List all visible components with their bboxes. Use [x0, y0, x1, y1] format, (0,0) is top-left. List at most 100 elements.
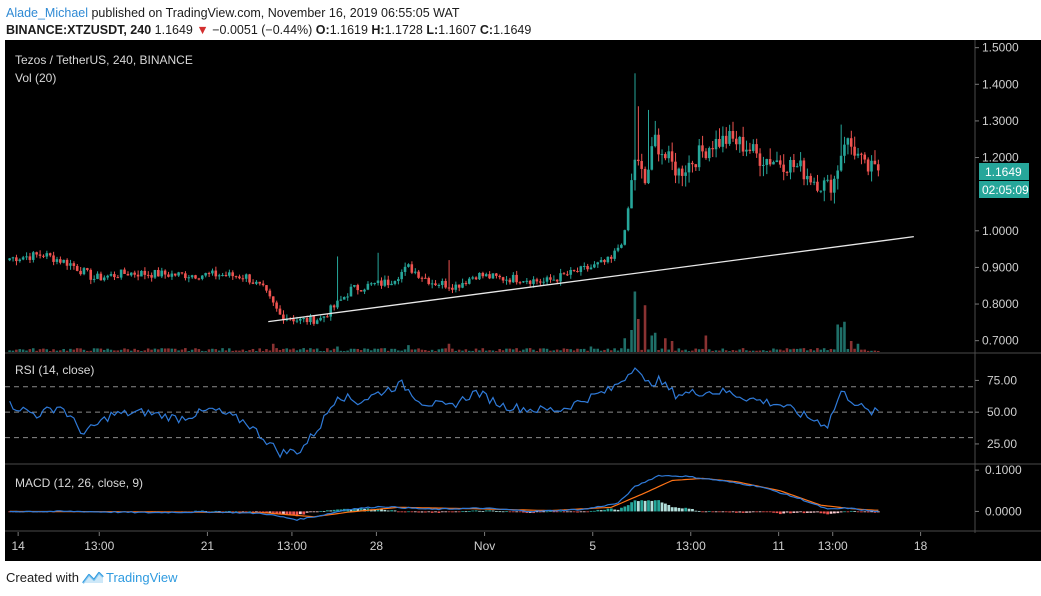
- volume-bar: [312, 349, 316, 352]
- candle-body: [873, 160, 877, 165]
- macd-histogram-bar: [721, 511, 725, 513]
- macd-histogram-bar: [741, 511, 745, 513]
- candle-body: [217, 275, 221, 277]
- low-label: L:: [426, 23, 439, 37]
- macd-histogram-bar: [373, 509, 377, 512]
- candle-body: [707, 148, 711, 159]
- macd-histogram-bar: [748, 511, 752, 513]
- candle-body: [302, 318, 305, 320]
- volume-bar: [569, 349, 572, 352]
- candle-body: [515, 274, 518, 283]
- macd-histogram-bar: [353, 508, 356, 512]
- candle-body: [667, 151, 670, 159]
- price-tick-label: 1.3000: [982, 114, 1019, 128]
- volume-bar: [495, 351, 498, 352]
- volume-bar: [488, 350, 491, 352]
- candle-body: [25, 256, 28, 258]
- candle-body: [403, 266, 407, 272]
- volume-bar: [295, 350, 299, 352]
- macd-histogram-bar: [440, 511, 444, 513]
- candle-body: [549, 277, 552, 280]
- volume-bar: [52, 349, 55, 352]
- chart-container[interactable]: 1.5000 1.4000 1.3000 1.2000 1.0000 0.9000 0.80…: [5, 40, 1041, 561]
- volume-bar: [190, 349, 194, 352]
- macd-histogram-bar: [647, 500, 650, 512]
- candle-body: [75, 265, 79, 271]
- candle-body: [42, 255, 45, 257]
- macd-histogram-bar: [430, 511, 434, 513]
- volume-bar: [275, 348, 278, 352]
- macd-histogram-bar: [569, 511, 573, 513]
- volume-bar: [146, 348, 150, 352]
- candle-body: [271, 296, 275, 303]
- macd-histogram-bar: [572, 511, 576, 513]
- volume-bar: [167, 348, 170, 352]
- symbol-ohlc-line: BINANCE:XTZUSDT, 240 1.1649 ▼ −0.0051 (−…: [6, 21, 531, 39]
- macd-histogram-bar: [775, 511, 779, 514]
- volume-bar: [82, 349, 86, 352]
- volume-bar: [38, 349, 42, 352]
- volume-bar: [687, 351, 691, 352]
- macd-pane-title: MACD (12, 26, close, 9): [15, 476, 143, 490]
- volume-bar: [315, 348, 319, 352]
- candle-body: [488, 274, 491, 279]
- volume-bar: [616, 350, 620, 352]
- volume-bar: [802, 348, 806, 352]
- macd-histogram-bar: [758, 511, 762, 513]
- macd-histogram-bar: [724, 511, 728, 513]
- macd-histogram-bar: [707, 511, 711, 513]
- author-link[interactable]: Alade_Michael: [6, 6, 88, 20]
- volume-bar: [718, 350, 721, 352]
- candle-body: [86, 268, 89, 270]
- macd-histogram-bar: [657, 500, 661, 512]
- candle-body: [427, 277, 430, 284]
- volume-bar: [630, 330, 633, 352]
- macd-histogram-bar: [535, 511, 539, 513]
- macd-histogram-bar: [481, 511, 485, 512]
- volume-bar: [231, 350, 234, 352]
- candle-body: [116, 277, 120, 279]
- candle-body: [630, 180, 633, 209]
- macd-histogram-bar: [403, 511, 407, 513]
- tradingview-link[interactable]: TradingView: [82, 570, 178, 585]
- candle-body: [518, 282, 522, 284]
- volume-bar: [714, 350, 718, 352]
- volume-bar: [373, 348, 376, 352]
- candle-body: [704, 151, 708, 159]
- volume-bar: [255, 351, 258, 352]
- volume-bar: [380, 348, 383, 352]
- volume-bar: [660, 348, 664, 352]
- candle-body: [248, 274, 251, 283]
- macd-histogram-bar: [616, 509, 620, 512]
- volume-bar: [538, 348, 542, 352]
- candle-body: [657, 134, 660, 155]
- macd-histogram-bar: [376, 508, 380, 512]
- candle-body: [123, 269, 126, 274]
- candle-body: [234, 276, 238, 278]
- candle-body: [596, 262, 599, 265]
- high-label: H:: [371, 23, 385, 37]
- candle-body: [329, 305, 332, 317]
- candle-body: [143, 270, 147, 275]
- macd-histogram-bar: [413, 511, 417, 513]
- candle-body: [822, 180, 826, 191]
- macd-histogram-bar: [802, 511, 806, 514]
- candle-body: [826, 179, 829, 181]
- volume-bar: [461, 350, 464, 352]
- chart-svg[interactable]: 1.5000 1.4000 1.3000 1.2000 1.0000 0.9000 0.80…: [5, 40, 1041, 561]
- candle-body: [829, 179, 833, 193]
- candle-body: [498, 275, 501, 278]
- candle-body: [582, 265, 586, 267]
- macd-histogram-bar: [8, 511, 12, 513]
- volume-bar: [738, 349, 741, 352]
- volume-bar: [478, 350, 481, 352]
- volume-bar: [109, 349, 113, 352]
- volume-bar: [184, 348, 187, 352]
- volume-bar: [35, 350, 38, 352]
- volume-bar: [369, 350, 373, 352]
- candle-body: [481, 272, 485, 277]
- volume-bar: [741, 348, 745, 352]
- candle-body: [741, 136, 745, 152]
- macd-histogram-bar: [745, 511, 748, 513]
- volume-bar: [562, 348, 566, 352]
